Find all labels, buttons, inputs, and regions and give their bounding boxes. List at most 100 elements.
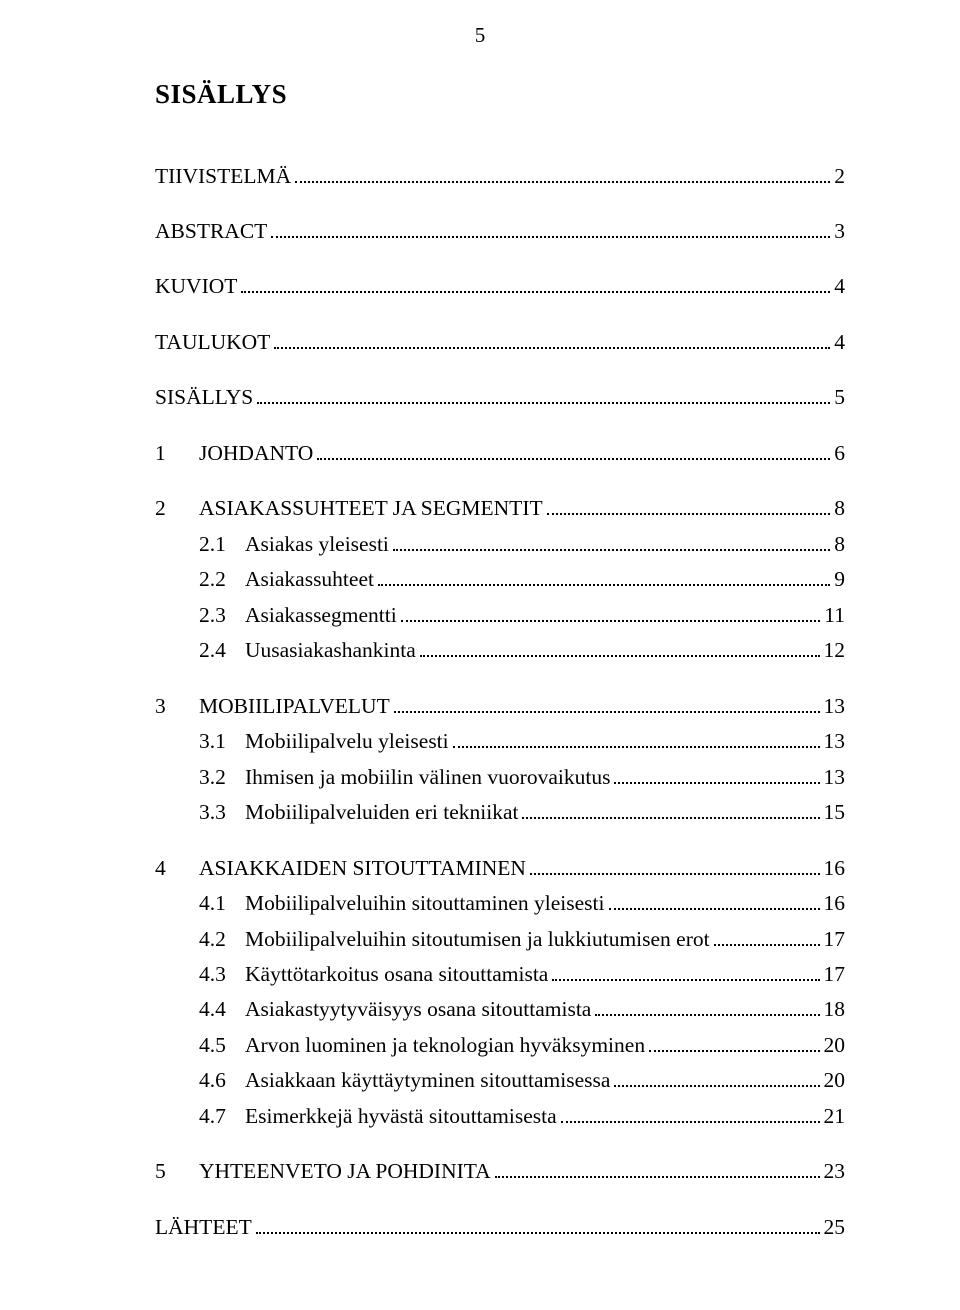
- toc-entry-number: 4.7: [199, 1099, 245, 1134]
- toc-entry-page: 13: [824, 760, 846, 795]
- toc-entry-page: 6: [834, 436, 845, 471]
- toc-entry-label: 4ASIAKKAIDEN SITOUTTAMINEN: [155, 851, 526, 886]
- toc-entry-page: 8: [834, 491, 845, 526]
- toc-entry-title: TIIVISTELMÄ: [155, 164, 291, 188]
- toc-entry-title: Asiakkaan käyttäytyminen sitouttamisessa: [245, 1068, 610, 1092]
- toc-entry-title: Asiakassegmentti: [245, 603, 397, 627]
- page-number: 5: [0, 18, 960, 53]
- toc-entry: 4ASIAKKAIDEN SITOUTTAMINEN16: [155, 851, 845, 886]
- toc-group-gap: [155, 471, 845, 491]
- toc-leader-dots: [609, 890, 820, 910]
- toc-leader-dots: [453, 728, 820, 748]
- toc-leader-dots: [552, 961, 819, 981]
- toc-entry-title: ABSTRACT: [155, 219, 267, 243]
- toc-entry-number: 2.4: [199, 633, 245, 668]
- toc-entry: 2.1Asiakas yleisesti 8: [155, 527, 845, 562]
- toc-entry-page: 13: [824, 724, 846, 759]
- toc-entry-label: LÄHTEET: [155, 1210, 252, 1245]
- toc-entry-label: 2.4Uusasiakashankinta: [155, 633, 416, 668]
- toc-entry-label: 3.1Mobiilipalvelu yleisesti: [155, 724, 449, 759]
- toc-entry-number: 2: [155, 491, 199, 526]
- toc-entry-title: JOHDANTO: [199, 441, 313, 465]
- toc-entry-label: 2.1Asiakas yleisesti: [155, 527, 389, 562]
- toc-leader-dots: [257, 384, 830, 404]
- toc-entry: 4.5Arvon luominen ja teknologian hyväksy…: [155, 1028, 845, 1063]
- toc-group-gap: [155, 1190, 845, 1210]
- toc-entry-label: SISÄLLYS: [155, 380, 253, 415]
- toc-entry-title: ASIAKKAIDEN SITOUTTAMINEN: [199, 856, 526, 880]
- toc-group-gap: [155, 831, 845, 851]
- toc-entry-title: Mobiilipalveluihin sitoutumisen ja lukki…: [245, 927, 710, 951]
- toc-leader-dots: [614, 1067, 819, 1087]
- toc-entry: 3.2Ihmisen ja mobiilin välinen vuorovaik…: [155, 760, 845, 795]
- toc-leader-dots: [649, 1032, 819, 1052]
- toc-entry-page: 16: [824, 886, 846, 921]
- toc-entry-title: SISÄLLYS: [155, 385, 253, 409]
- toc-entry: 2ASIAKASSUHTEET JA SEGMENTIT 8: [155, 491, 845, 526]
- toc-entry-page: 4: [834, 269, 845, 304]
- toc-entry-number: 2.2: [199, 562, 245, 597]
- toc-entry: 1JOHDANTO6: [155, 436, 845, 471]
- toc-entry-page: 5: [834, 380, 845, 415]
- toc-leader-dots: [420, 637, 820, 657]
- toc-group-gap: [155, 669, 845, 689]
- toc-entry: 2.4Uusasiakashankinta 12: [155, 633, 845, 668]
- toc-leader-dots: [495, 1158, 820, 1178]
- toc-leader-dots: [561, 1103, 820, 1123]
- toc-entry-label: KUVIOT: [155, 269, 237, 304]
- toc-entry-number: 3.2: [199, 760, 245, 795]
- toc-entry: 3.1Mobiilipalvelu yleisesti 13: [155, 724, 845, 759]
- toc-entry-label: 2.2Asiakassuhteet: [155, 562, 374, 597]
- toc-entry-page: 15: [824, 795, 846, 830]
- toc-entry-title: YHTEENVETO JA POHDINITA: [199, 1159, 491, 1183]
- toc-entry-label: 2ASIAKASSUHTEET JA SEGMENTIT: [155, 491, 543, 526]
- toc-entry-title: Ihmisen ja mobiilin välinen vuorovaikutu…: [245, 765, 610, 789]
- toc-entry-label: 4.3Käyttötarkoitus osana sitouttamista: [155, 957, 548, 992]
- toc-entry: 4.2Mobiilipalveluihin sitoutumisen ja lu…: [155, 922, 845, 957]
- toc-entry-page: 17: [824, 957, 846, 992]
- toc-entry-page: 4: [834, 325, 845, 360]
- toc-group-gap: [155, 416, 845, 436]
- toc-leader-dots: [295, 162, 830, 182]
- toc-heading: SISÄLLYS: [155, 72, 845, 117]
- toc-entry-title: Mobiilipalveluiden eri tekniikat: [245, 800, 518, 824]
- toc-entry: 4.3Käyttötarkoitus osana sitouttamista 17: [155, 957, 845, 992]
- toc-entry-page: 8: [834, 527, 845, 562]
- toc-entry-label: 3.3Mobiilipalveluiden eri tekniikat: [155, 795, 518, 830]
- toc-entry: 4.4Asiakastyytyväisyys osana sitouttamis…: [155, 992, 845, 1027]
- toc-leader-dots: [522, 799, 819, 819]
- toc-entry-title: Asiakassuhteet: [245, 567, 374, 591]
- toc-entry-number: 2.3: [199, 598, 245, 633]
- toc-entry-page: 20: [824, 1028, 846, 1063]
- toc-entry-page: 21: [824, 1099, 846, 1134]
- toc-entry: 4.1Mobiilipalveluihin sitouttaminen ylei…: [155, 886, 845, 921]
- toc-entry: KUVIOT 4: [155, 269, 845, 304]
- toc-group-gap: [155, 360, 845, 380]
- toc-entry: TIIVISTELMÄ 2: [155, 159, 845, 194]
- toc-entry: LÄHTEET25: [155, 1210, 845, 1245]
- toc-entry-page: 12: [824, 633, 846, 668]
- toc-entry-label: 4.2Mobiilipalveluihin sitoutumisen ja lu…: [155, 922, 710, 957]
- toc-leader-dots: [274, 329, 830, 349]
- toc-entry-page: 2: [834, 159, 845, 194]
- toc-entry-label: 5YHTEENVETO JA POHDINITA: [155, 1154, 491, 1189]
- toc-entry-title: Esimerkkejä hyvästä sitouttamisesta: [245, 1104, 557, 1128]
- toc-leader-dots: [530, 854, 820, 874]
- toc-entry-page: 18: [824, 992, 846, 1027]
- toc-entry-label: 4.7Esimerkkejä hyvästä sitouttamisesta: [155, 1099, 557, 1134]
- toc-entry-page: 9: [834, 562, 845, 597]
- toc-entry-title: Mobiilipalveluihin sitouttaminen yleises…: [245, 891, 605, 915]
- toc-entry-number: 4.3: [199, 957, 245, 992]
- toc-leader-dots: [393, 531, 830, 551]
- toc-entry-title: Mobiilipalvelu yleisesti: [245, 729, 449, 753]
- toc-leader-dots: [595, 996, 819, 1016]
- toc-entry-page: 3: [834, 214, 845, 249]
- toc-leader-dots: [714, 925, 820, 945]
- toc-entry: SISÄLLYS 5: [155, 380, 845, 415]
- toc-entry: TAULUKOT 4: [155, 325, 845, 360]
- toc-entry: 5YHTEENVETO JA POHDINITA23: [155, 1154, 845, 1189]
- toc-entry-title: ASIAKASSUHTEET JA SEGMENTIT: [199, 496, 543, 520]
- toc-entry-label: ABSTRACT: [155, 214, 267, 249]
- toc-entry-label: TAULUKOT: [155, 325, 270, 360]
- toc-entry-label: 4.6Asiakkaan käyttäytyminen sitouttamise…: [155, 1063, 610, 1098]
